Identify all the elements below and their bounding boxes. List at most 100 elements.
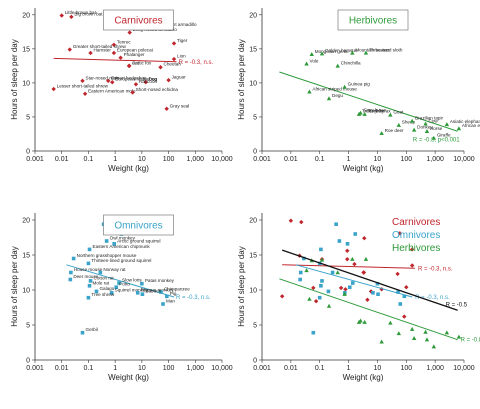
omnivores-point [71,256,76,261]
omnivores-x-tick-label: 1 [113,365,117,372]
herbivores-point [307,89,312,94]
carnivores-y-tick-label: 20 [22,12,30,19]
herbivores-point [456,126,462,131]
herbivores-point [444,122,450,127]
carnivores-point [127,63,132,69]
combined-point [362,236,367,241]
omnivores-point-label: Tree shrew [91,292,114,297]
omnivores-point-label: Potto [119,282,130,287]
combined-fit-label-carnivore: R = -0.3, n.s. [418,266,453,272]
omnivores-point [87,247,92,252]
herbivores-point [424,128,430,133]
carnivores-point [111,42,117,47]
combined-point [345,248,350,253]
carnivores-point-label: Dog [149,77,158,82]
combined-x-tick-label: 0.001 [253,365,271,372]
combined-point [301,256,306,261]
carnivores-point [82,91,88,96]
carnivores-point-label: European polecat [117,47,154,52]
omnivores-point-label: Mole rat [93,280,110,285]
carnivores-point-label: Tiger [177,38,188,43]
combined-point [342,291,347,296]
combined-fit-label-herbivore: R = -0.8, p<0.001 [461,338,480,344]
combined-y-tick-label: 0 [253,358,257,365]
herbivores-point-label: African striped mouse [312,86,357,91]
carnivores-point-label: Gray seal [170,103,190,108]
combined-point [350,281,355,285]
combined-point [334,222,338,226]
herbivores-point [409,118,415,123]
omnivores-point [114,285,119,289]
omnivores-point-label: Squirrel monkey [115,287,149,292]
herbivores-point [356,111,362,116]
carnivores-point-label: Hamster [94,47,112,52]
carnivores-point-label: Raccoon [139,79,158,84]
combined-overall-fit-label: R = -0.5 [446,302,468,308]
omnivores-point [140,281,144,286]
carnivores-point [133,82,139,87]
omnivores-point [165,294,169,299]
combined-y-axis-label: Hours of sleep per day [237,246,246,327]
carnivores-point [67,47,72,52]
herbivores-point-label: Sheep [402,120,416,125]
herbivores-point-label: Giraffe [437,133,451,138]
carnivores-x-tick-label: 10 [138,156,146,163]
carnivores-fit-line [53,57,177,63]
carnivores-axes: 0.001 0.01 0.1 1 10 100 1,000 10,000 0 5 10 15 20 Wei… [10,8,233,173]
carnivores-x-tick-label: 100 [163,156,175,163]
omnivores-point [112,242,116,246]
combined-point [279,294,285,299]
carnivores-y-tick-label: 0 [26,149,30,156]
combined-point [395,271,400,277]
omnivores-point-label: Chimpanzee [164,287,190,292]
omnivores-x-tick-label: 10 [138,365,146,372]
combined-point [409,263,415,268]
carnivores-y-tick-label: 15 [22,46,30,53]
carnivores-x-tick-label: 10,000 [211,156,233,163]
carnivores-y-axis-label: Hours of sleep per day [10,39,19,120]
combined-x-tick-label: 10,000 [453,365,475,372]
combined-point [353,232,358,236]
combined-point [350,256,355,261]
carnivores-point [158,65,163,70]
omnivores-point-label: Owl monkey [110,236,136,241]
combined-point [379,339,384,344]
carnivores-fit-label: R = -0.3, n.s. [179,60,214,66]
herbivores-point-label: Cow [429,118,439,123]
combined-point [398,302,403,306]
herbivores-y-tick-label: 15 [249,46,257,53]
herbivores-x-tick-label: 0.1 [315,156,325,163]
herbivores-point [363,50,369,55]
herbivores-point [379,130,384,135]
combined-point [338,285,344,291]
carnivores-point [171,56,177,62]
combined-point [298,277,302,282]
omnivores-title-frame [103,214,174,236]
herbivores-point-label: Gray hyrax [364,107,387,112]
carnivores-point [166,77,171,83]
omnivores-point [88,279,93,283]
omnivores-point-label: Slow loris [122,278,142,283]
carnivores-x-tick-label: 0.01 [55,156,69,163]
combined-point [361,270,367,275]
herbivores-title-box: Herbivores [337,9,409,31]
omnivores-point [69,270,73,275]
carnivores-point [118,55,123,60]
omnivores-axes: 0.001 0.01 0.1 1 10 100 1,000 10,000 0 5 10 15 20 Wei… [10,213,233,382]
omnivores-point [161,302,165,306]
combined-point [396,331,401,336]
carnivores-title: Carnivores [114,16,162,27]
legend-entry-herbivore: Herbivores [392,243,440,254]
combined-point [431,344,437,349]
omnivores-point [94,289,99,294]
combined-fit-line-omnivore [295,264,413,298]
combined-point [343,287,348,292]
combined-point [396,290,400,294]
carnivores-x-tick-label: 0.1 [84,156,94,163]
combined-point [326,289,331,294]
omnivores-point-label: Man [166,299,175,304]
carnivores-y-tick-label: 5 [26,114,30,121]
herbivores-point [388,112,393,117]
carnivores-x-tick-label: 1,000 [187,156,205,163]
